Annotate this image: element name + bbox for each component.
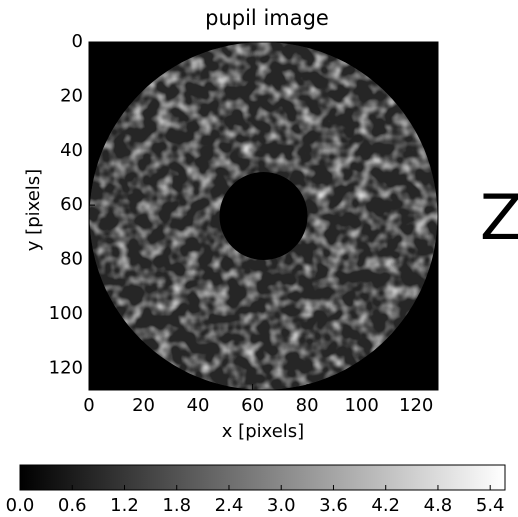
colorbar-tick-label: 4.2 xyxy=(371,495,400,516)
annotation: Z xyxy=(480,181,518,254)
x-tick-label: 0 xyxy=(83,395,94,416)
y-tick-label: 60 xyxy=(60,194,83,215)
chart-title: pupil image xyxy=(205,6,329,30)
colorbar-tick-label: 5.4 xyxy=(476,495,505,516)
colorbar-tick-label: 1.2 xyxy=(110,495,139,516)
y-axis-label: y [pixels] xyxy=(23,169,44,251)
x-axis-label: x [pixels] xyxy=(222,421,304,442)
x-tick-label: 80 xyxy=(296,395,319,416)
colorbar-tick-label: 4.8 xyxy=(424,495,453,516)
y-tick-label: 80 xyxy=(60,249,83,270)
colorbar-tick-label: 1.8 xyxy=(162,495,191,516)
colorbar xyxy=(19,464,506,491)
x-tick-label: 20 xyxy=(132,395,155,416)
x-tick-label: 60 xyxy=(241,395,264,416)
colorbar-tick-label: 0.6 xyxy=(58,495,87,516)
x-tick-label: 40 xyxy=(187,395,210,416)
y-tick-label: 0 xyxy=(72,31,83,52)
colorbar-tick-label: 2.4 xyxy=(215,495,244,516)
y-tick-label: 120 xyxy=(49,357,83,378)
x-tick-label: 120 xyxy=(399,395,433,416)
y-tick-label: 40 xyxy=(60,140,83,161)
colorbar-tick-label: 0.0 xyxy=(6,495,35,516)
y-tick-label: 20 xyxy=(60,85,83,106)
y-tick-label: 100 xyxy=(49,303,83,324)
colorbar-tick-label: 3.6 xyxy=(319,495,348,516)
central-obscuration xyxy=(219,172,308,260)
x-tick-label: 100 xyxy=(344,395,378,416)
colorbar-tick-label: 3.0 xyxy=(267,495,296,516)
plot-frame xyxy=(88,41,439,391)
